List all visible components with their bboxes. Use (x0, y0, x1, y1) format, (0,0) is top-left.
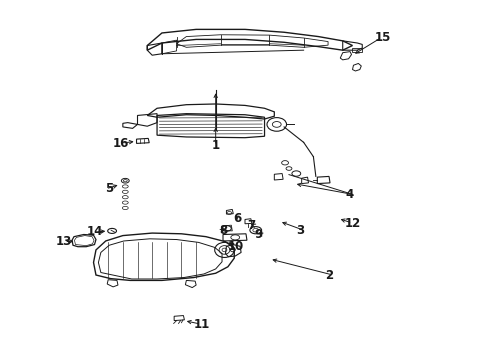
Text: 11: 11 (194, 318, 210, 331)
Text: 5: 5 (105, 183, 113, 195)
Text: 4: 4 (345, 188, 353, 201)
Text: 15: 15 (374, 31, 391, 44)
Text: 16: 16 (113, 136, 129, 149)
Text: 14: 14 (87, 225, 103, 238)
Text: 8: 8 (220, 224, 228, 238)
Text: 6: 6 (233, 212, 241, 225)
Text: 13: 13 (55, 235, 72, 248)
Text: 9: 9 (255, 228, 263, 241)
Text: 10: 10 (228, 240, 244, 253)
Text: 12: 12 (345, 216, 362, 230)
Text: 3: 3 (296, 224, 304, 237)
Text: 2: 2 (326, 269, 334, 282)
Text: 1: 1 (212, 139, 220, 152)
Text: 7: 7 (247, 219, 256, 232)
